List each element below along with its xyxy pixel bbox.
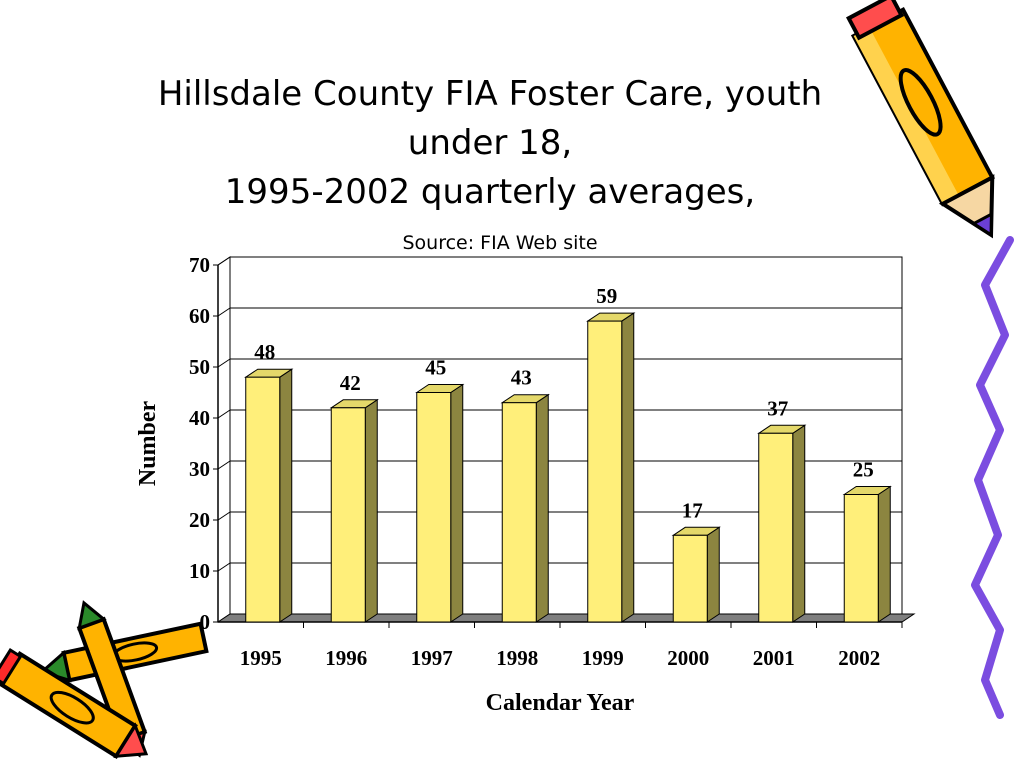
bar	[330, 407, 366, 623]
y-tick-label: 60	[189, 304, 210, 328]
x-tick-label: 1998	[496, 646, 538, 670]
x-tick-label: 2002	[838, 646, 880, 670]
data-label: 48	[254, 340, 275, 364]
y-tick-label: 70	[189, 253, 210, 277]
bar-side	[279, 368, 293, 623]
x-axis-title: Calendar Year	[486, 690, 635, 716]
gridline-side	[217, 307, 231, 317]
gridline-side	[217, 511, 231, 521]
bar-side	[706, 526, 720, 623]
x-tick-label: 2001	[753, 646, 795, 670]
gridline-side	[217, 358, 231, 368]
y-tick-label: 10	[189, 559, 210, 583]
bar	[672, 534, 708, 623]
chart-floor	[216, 613, 916, 623]
data-label: 59	[596, 284, 617, 308]
y-tick-label: 40	[189, 406, 210, 430]
bar-side	[535, 393, 549, 623]
x-tick-label: 1999	[582, 646, 624, 670]
gridline-side	[217, 460, 231, 470]
y-tick-label: 50	[189, 355, 210, 379]
gridline-side	[217, 409, 231, 419]
bar-side	[877, 485, 891, 623]
bar-side	[792, 424, 806, 623]
bar	[416, 392, 452, 623]
data-label: 43	[511, 366, 532, 390]
bar	[245, 376, 281, 623]
y-tick-label: 0	[200, 610, 211, 634]
x-tick-label: 2000	[667, 646, 709, 670]
bar	[501, 402, 537, 623]
title-line-2: under 18,	[407, 123, 573, 163]
title-line-1: Hillsdale County FIA Foster Care, youth	[157, 74, 823, 114]
bar-side	[621, 312, 635, 623]
y-tick-label: 30	[189, 457, 210, 481]
gridline-side	[217, 562, 231, 572]
bar-side	[450, 383, 464, 623]
y-tick-label: 20	[189, 508, 210, 532]
x-tick-label: 1995	[240, 646, 282, 670]
gridline-side	[217, 256, 231, 266]
title-line-3: 1995-2002 quarterly averages,	[224, 172, 756, 212]
data-label: 42	[340, 371, 361, 395]
y-axis-title: Number	[135, 400, 161, 486]
x-tick-label: 1997	[411, 646, 453, 670]
slide-title: Hillsdale County FIA Foster Care, youth …	[90, 70, 890, 217]
bar	[587, 320, 623, 623]
x-tick-label: 1996	[325, 646, 367, 670]
bar-side	[364, 398, 378, 623]
data-label: 37	[767, 396, 788, 420]
source-note: Source: FIA Web site	[402, 232, 598, 254]
data-label: 45	[425, 356, 446, 380]
bar	[758, 432, 794, 623]
data-label: 17	[682, 498, 703, 522]
data-label: 25	[853, 458, 874, 482]
bar	[843, 494, 879, 623]
